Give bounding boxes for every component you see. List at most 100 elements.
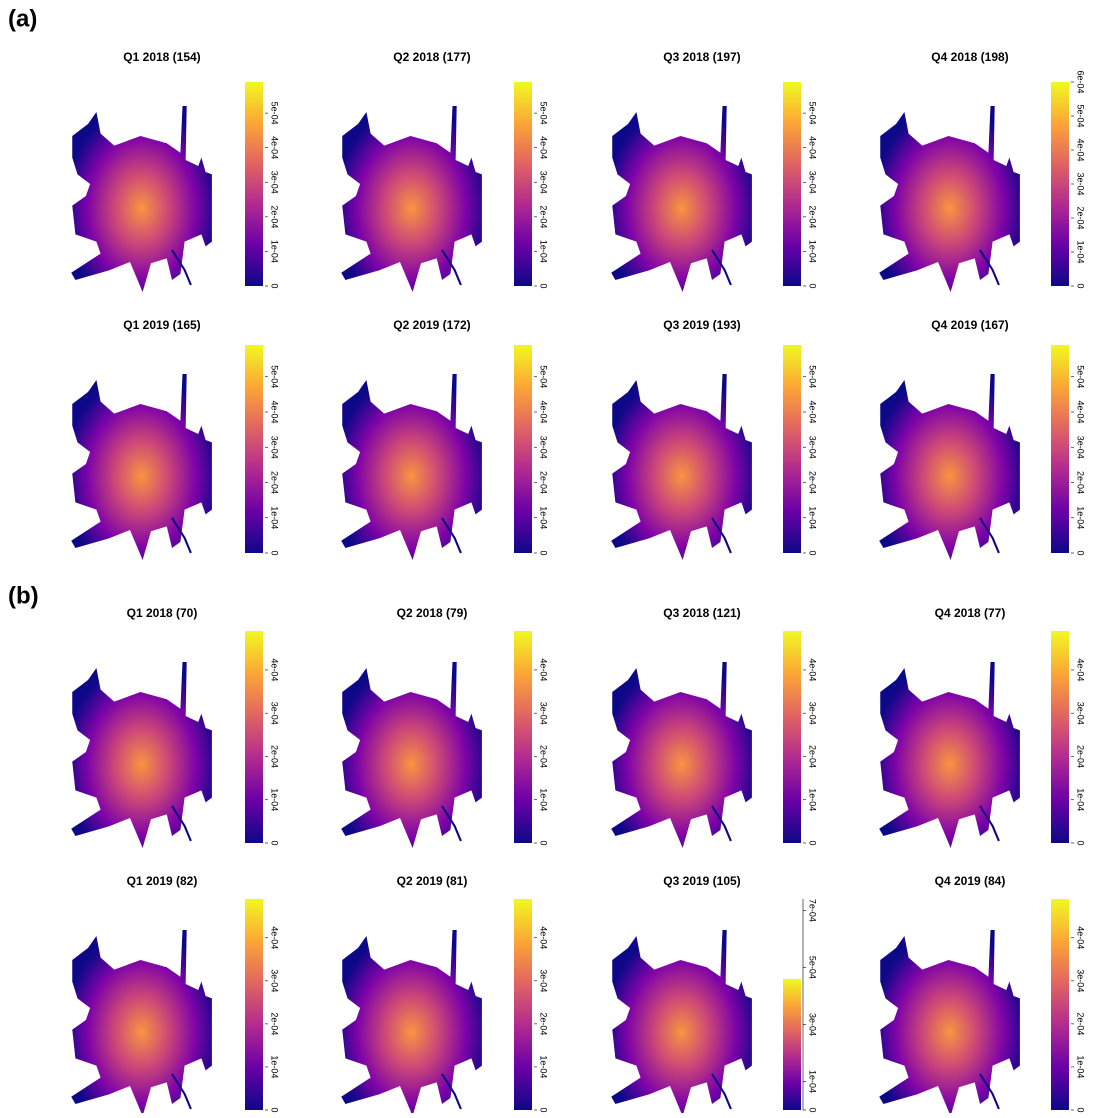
- tick-label: 4e-04: [1076, 926, 1086, 949]
- tick-label: 1e-04: [270, 240, 280, 263]
- panel-title: Q3 2018 (121): [663, 606, 740, 620]
- tick-label: 2e-04: [1076, 1012, 1086, 1035]
- tick-label: 0: [1076, 1107, 1086, 1112]
- colorbar: [783, 978, 801, 1110]
- panel-title: Q3 2019 (193): [663, 318, 740, 332]
- tick-label: 2e-04: [270, 205, 280, 228]
- tick-label: 7e-04: [808, 899, 818, 922]
- panel-title: Q1 2019 (82): [127, 874, 198, 888]
- tick-label: 3e-04: [1076, 436, 1086, 459]
- tick-label: 0: [808, 1107, 818, 1112]
- tick-label: 0: [808, 550, 818, 555]
- tick-label: 2e-04: [539, 471, 549, 494]
- tick-label: 4e-04: [808, 136, 818, 159]
- tick-label: 4e-04: [539, 400, 549, 423]
- tick-label: 1e-04: [1076, 240, 1086, 263]
- map-road: [711, 805, 732, 842]
- colorbar: [1051, 82, 1069, 286]
- tick-label: 0: [539, 1107, 549, 1112]
- map-density: [341, 930, 482, 1116]
- colorbar: [245, 345, 263, 553]
- tick-label: 1e-04: [539, 1055, 549, 1078]
- tick-label: 3e-04: [1076, 702, 1086, 725]
- map-density: [879, 374, 1020, 560]
- colorbar: [783, 345, 801, 553]
- tick-label: 2e-04: [808, 471, 818, 494]
- tick-label: 2e-04: [270, 745, 280, 768]
- colorbar: [245, 631, 263, 843]
- tick-label: 1e-04: [808, 240, 818, 263]
- tick-label: 3e-04: [539, 702, 549, 725]
- map-road: [711, 1073, 732, 1110]
- tick-label: 6e-04: [1076, 70, 1086, 93]
- panel-title: Q1 2019 (165): [123, 318, 200, 332]
- tick-label: 2e-04: [1076, 745, 1086, 768]
- tick-label: 2e-04: [539, 1012, 549, 1035]
- tick-label: 1e-04: [1076, 788, 1086, 811]
- tick-label: 5e-04: [539, 365, 549, 388]
- panel-title: Q4 2018 (198): [931, 50, 1008, 64]
- map-density: [879, 106, 1020, 292]
- tick-label: 1e-04: [539, 788, 549, 811]
- tick-label: 4e-04: [539, 926, 549, 949]
- panel-title: Q2 2018 (177): [393, 50, 470, 64]
- tick-label: 3e-04: [270, 436, 280, 459]
- panel-title: Q4 2018 (77): [935, 606, 1006, 620]
- tick-label: 0: [270, 840, 280, 845]
- colorbar: [514, 345, 532, 553]
- map-road: [979, 517, 1000, 554]
- map-density: [341, 662, 482, 848]
- tick-label: 0: [808, 840, 818, 845]
- map-road: [979, 805, 1000, 842]
- tick-label: 4e-04: [270, 400, 280, 423]
- colorbar: [514, 82, 532, 286]
- map-density: [71, 374, 212, 560]
- map-road: [171, 517, 192, 554]
- tick-label: 3e-04: [808, 702, 818, 725]
- tick-label: 0: [1076, 840, 1086, 845]
- tick-label: 4e-04: [270, 136, 280, 159]
- panel-title: Q3 2018 (197): [663, 50, 740, 64]
- tick-label: 3e-04: [808, 171, 818, 194]
- tick-label: 1e-04: [1076, 506, 1086, 529]
- colorbar: [245, 899, 263, 1110]
- tick-label: 4e-04: [808, 658, 818, 681]
- colorbar: [1051, 899, 1069, 1110]
- tick-label: 2e-04: [808, 205, 818, 228]
- colorbar: [1051, 345, 1069, 553]
- tick-label: 4e-04: [270, 926, 280, 949]
- tick-label: 1e-04: [808, 788, 818, 811]
- panel-title: Q2 2019 (172): [393, 318, 470, 332]
- tick-label: 5e-04: [808, 956, 818, 979]
- tick-label: 4e-04: [1076, 138, 1086, 161]
- panel-title: Q2 2019 (81): [397, 874, 468, 888]
- map-road: [979, 1073, 1000, 1110]
- panel-title: Q4 2019 (84): [935, 874, 1006, 888]
- colorbar: [783, 631, 801, 843]
- map-density: [611, 662, 752, 848]
- tick-label: 3e-04: [539, 969, 549, 992]
- tick-label: 1e-04: [1076, 1055, 1086, 1078]
- map-density: [611, 930, 752, 1116]
- colorbar: [783, 82, 801, 286]
- tick-label: 1e-04: [270, 788, 280, 811]
- tick-label: 5e-04: [808, 365, 818, 388]
- map-road: [711, 517, 732, 554]
- tick-label: 4e-04: [539, 658, 549, 681]
- tick-label: 2e-04: [1076, 206, 1086, 229]
- tick-label: 2e-04: [270, 471, 280, 494]
- tick-label: 2e-04: [270, 1012, 280, 1035]
- map-density: [71, 662, 212, 848]
- map-road: [979, 249, 1000, 286]
- panel-label: (b): [8, 582, 39, 609]
- tick-label: 3e-04: [808, 436, 818, 459]
- panel-title: Q1 2018 (70): [127, 606, 198, 620]
- colorbar: [245, 82, 263, 286]
- tick-label: 0: [808, 283, 818, 288]
- panel-title: Q1 2018 (154): [123, 50, 200, 64]
- tick-label: 1e-04: [808, 506, 818, 529]
- tick-label: 3e-04: [539, 436, 549, 459]
- tick-label: 3e-04: [270, 969, 280, 992]
- map-density: [611, 374, 752, 560]
- map-density: [879, 930, 1020, 1116]
